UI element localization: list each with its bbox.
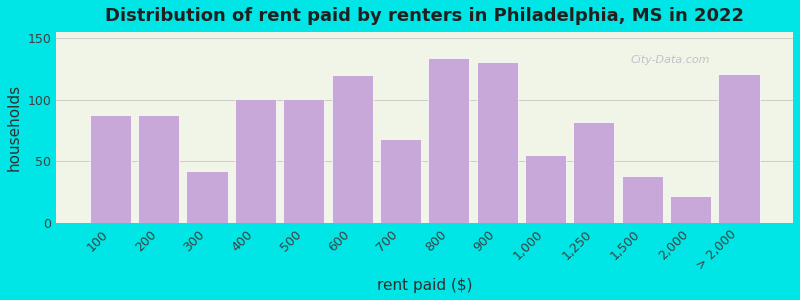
Bar xyxy=(235,98,276,223)
Bar xyxy=(331,75,373,223)
Bar xyxy=(525,155,566,223)
Bar xyxy=(380,139,421,223)
X-axis label: rent paid ($): rent paid ($) xyxy=(377,278,472,293)
Bar xyxy=(90,115,131,223)
Bar xyxy=(574,122,614,223)
Bar xyxy=(428,58,470,223)
Bar xyxy=(186,171,227,223)
Bar xyxy=(138,115,179,223)
Bar xyxy=(283,98,324,223)
Bar xyxy=(718,74,759,223)
Bar xyxy=(670,196,711,223)
Y-axis label: households: households xyxy=(7,84,22,171)
Title: Distribution of rent paid by renters in Philadelphia, MS in 2022: Distribution of rent paid by renters in … xyxy=(105,7,744,25)
Text: City-Data.com: City-Data.com xyxy=(631,55,710,65)
Bar xyxy=(477,61,518,223)
Bar xyxy=(622,176,663,223)
